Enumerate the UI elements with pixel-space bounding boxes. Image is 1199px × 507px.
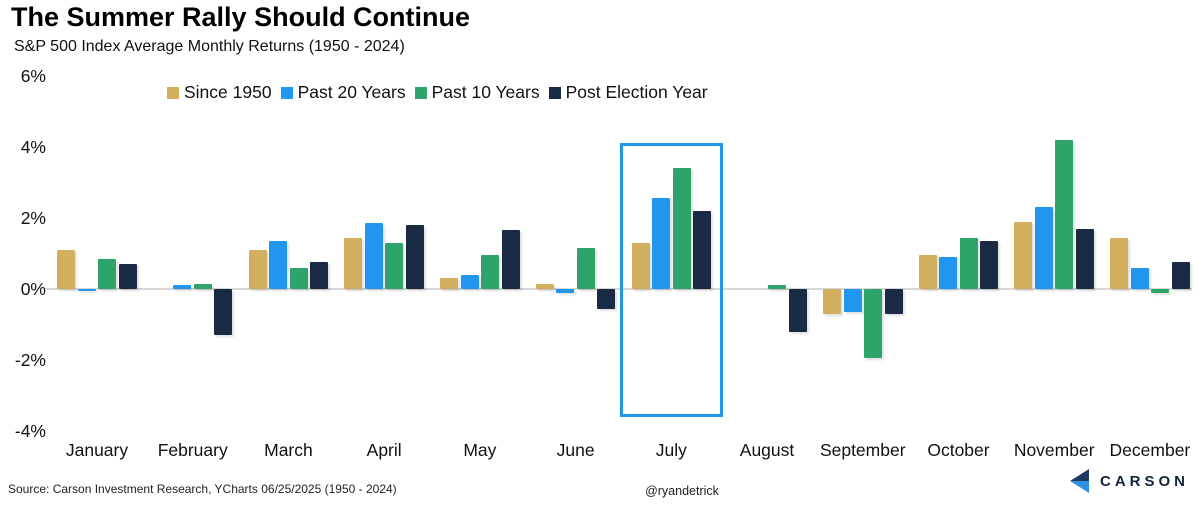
legend: Since 1950 Past 20 Years Past 10 Years Post… xyxy=(167,82,708,103)
legend-swatch-past-10-years xyxy=(414,86,427,99)
bar-september-0 xyxy=(823,289,841,314)
bar-december-3 xyxy=(1171,262,1190,289)
bar-october-3 xyxy=(980,241,999,289)
bar-november-1 xyxy=(1034,207,1053,289)
bar-april-1 xyxy=(364,223,383,289)
x-axis-label: March xyxy=(264,440,313,460)
bar-february-2 xyxy=(193,283,212,289)
x-axis-label: April xyxy=(366,440,402,460)
x-axis-label: May xyxy=(463,440,497,460)
x-axis-label: August xyxy=(739,440,795,460)
y-axis-label: 0% xyxy=(20,279,46,299)
x-axis-label: December xyxy=(1109,440,1191,460)
x-axis-label: February xyxy=(157,440,228,460)
bar-march-2 xyxy=(289,267,308,289)
y-axis-label: 4% xyxy=(20,137,46,157)
chart-title: The Summer Rally Should Continue xyxy=(11,2,471,32)
y-axis-label: 2% xyxy=(20,208,46,228)
bar-july-2 xyxy=(672,168,691,289)
highlight-box-july xyxy=(619,143,723,417)
legend-label: Past 10 Years xyxy=(431,82,540,102)
bar-november-2 xyxy=(1055,139,1074,289)
legend-item: Post Election Year xyxy=(548,82,708,103)
x-axis-label: September xyxy=(819,440,906,460)
bar-october-2 xyxy=(959,237,978,289)
bar-february-1 xyxy=(173,285,192,289)
carson-logo: CARSON xyxy=(1067,468,1189,494)
bar-march-0 xyxy=(248,249,267,289)
bar-june-2 xyxy=(576,248,595,289)
legend-swatch-post-election-year xyxy=(548,86,561,99)
bar-may-3 xyxy=(501,230,520,289)
bar-april-3 xyxy=(405,225,424,289)
x-axis-label: January xyxy=(65,440,129,460)
bar-december-2 xyxy=(1151,289,1170,293)
bar-april-2 xyxy=(385,242,404,289)
bar-june-0 xyxy=(535,283,554,289)
bar-july-3 xyxy=(693,210,712,289)
bar-june-3 xyxy=(597,289,616,309)
bar-january-3 xyxy=(118,264,137,289)
bar-april-0 xyxy=(344,237,363,289)
x-axis-label: June xyxy=(556,440,595,460)
y-axis-label: 6% xyxy=(20,66,46,86)
legend-label: Since 1950 xyxy=(184,82,272,102)
bar-july-0 xyxy=(631,242,650,289)
bar-may-1 xyxy=(460,274,479,289)
x-axis-line xyxy=(45,288,1192,290)
bar-february-3 xyxy=(214,289,233,336)
bar-november-3 xyxy=(1075,228,1094,289)
bar-september-1 xyxy=(843,289,862,313)
legend-label: Post Election Year xyxy=(565,82,708,102)
legend-item: Past 20 Years xyxy=(280,82,406,103)
bar-may-2 xyxy=(481,255,500,289)
bar-september-3 xyxy=(884,289,903,314)
carson-logo-icon xyxy=(1067,468,1091,494)
bar-december-1 xyxy=(1130,267,1149,289)
twitter-handle: @ryandetrick xyxy=(645,484,719,498)
legend-item: Since 1950 xyxy=(167,82,272,103)
bar-january-2 xyxy=(98,258,117,289)
legend-swatch-past-20-years xyxy=(280,86,293,99)
bar-september-2 xyxy=(864,289,882,359)
carson-logo-text: CARSON xyxy=(1099,472,1189,490)
bar-october-0 xyxy=(918,255,937,289)
bar-june-1 xyxy=(556,289,575,293)
legend-swatch-since-1950 xyxy=(167,86,179,99)
legend-label: Past 20 Years xyxy=(297,82,406,102)
source-note: Source: Carson Investment Research, YCha… xyxy=(8,482,397,496)
chart-subtitle: S&P 500 Index Average Monthly Returns (1… xyxy=(14,38,405,55)
y-axis-label: -4% xyxy=(14,421,46,441)
y-axis-label: -2% xyxy=(14,350,46,370)
legend-item: Past 10 Years xyxy=(414,82,540,103)
bar-march-1 xyxy=(269,241,288,289)
bar-december-0 xyxy=(1110,237,1129,289)
x-axis-label: October xyxy=(927,440,990,460)
bar-march-3 xyxy=(310,262,329,289)
bar-august-3 xyxy=(788,289,807,332)
bar-may-0 xyxy=(440,278,459,289)
bar-november-0 xyxy=(1014,221,1033,289)
bar-july-1 xyxy=(652,198,671,289)
bar-august-2 xyxy=(768,285,787,289)
bar-october-1 xyxy=(939,257,958,289)
x-axis-label: July xyxy=(655,440,687,460)
bar-january-0 xyxy=(57,249,76,289)
x-axis-label: November xyxy=(1013,440,1095,460)
bar-january-1 xyxy=(77,289,96,291)
